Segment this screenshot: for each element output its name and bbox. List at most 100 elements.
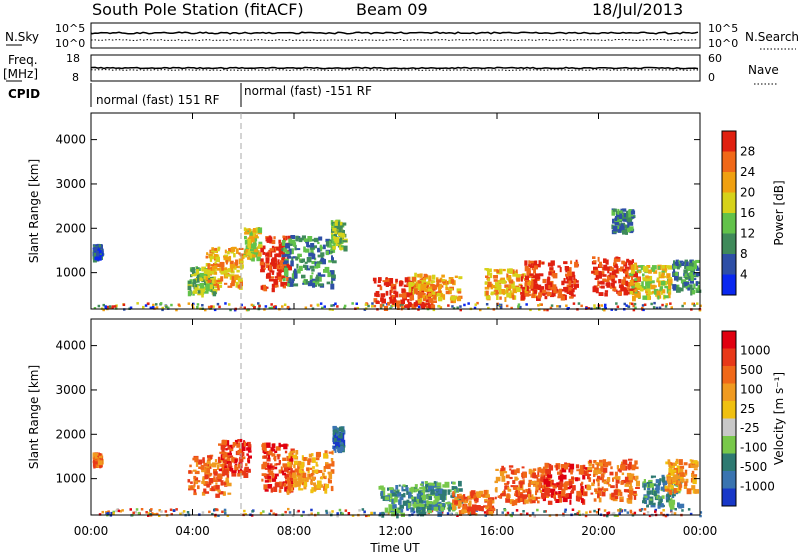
- range-cell: [403, 492, 406, 498]
- range-cell: [626, 282, 631, 288]
- range-cell: [614, 495, 619, 499]
- scatter-cell: [463, 303, 466, 307]
- range-cell: [491, 497, 495, 504]
- range-cell: [298, 479, 303, 483]
- scatter-cell: [283, 303, 287, 306]
- beam-label: Beam 09: [356, 0, 428, 19]
- velocity-colorbar-tick-label: 1000: [740, 343, 771, 357]
- scatter-cell: [151, 306, 155, 309]
- range-cell: [413, 284, 416, 288]
- range-cell: [470, 509, 476, 515]
- range-cell: [604, 292, 608, 297]
- range-cell: [625, 274, 628, 277]
- range-cell: [232, 442, 237, 446]
- range-cell: [438, 286, 441, 291]
- range-cell: [297, 462, 300, 467]
- range-cell: [199, 278, 204, 282]
- range-cell: [616, 476, 621, 480]
- range-cell: [226, 480, 229, 486]
- range-cell: [445, 280, 450, 285]
- range-cell: [209, 284, 213, 290]
- range-cell: [479, 506, 484, 512]
- range-cell: [631, 285, 635, 289]
- range-cell: [679, 465, 685, 469]
- range-cell: [318, 283, 324, 287]
- range-cell: [582, 474, 586, 480]
- scatter-cell: [536, 508, 539, 512]
- range-cell: [501, 475, 506, 482]
- range-cell: [267, 455, 270, 460]
- range-cell: [510, 485, 515, 488]
- range-cell: [431, 280, 436, 283]
- range-cell: [243, 227, 247, 231]
- range-cell: [546, 480, 551, 487]
- range-cell: [669, 489, 672, 495]
- power-colorbar-tick-label: 4: [740, 268, 748, 282]
- range-cell: [676, 465, 680, 470]
- range-cell: [683, 462, 688, 466]
- range-cell: [385, 290, 389, 296]
- range-cell: [580, 498, 584, 504]
- range-cell: [585, 468, 589, 475]
- range-cell: [308, 238, 311, 242]
- range-cell: [295, 248, 301, 251]
- scatter-cell: [116, 508, 119, 511]
- range-cell: [652, 483, 657, 487]
- range-cell: [311, 473, 314, 477]
- range-cell: [418, 511, 422, 516]
- range-cell: [445, 502, 451, 505]
- range-cell: [493, 269, 498, 272]
- range-cell: [661, 476, 666, 483]
- range-cell: [625, 230, 628, 235]
- range-cell: [302, 478, 305, 482]
- range-cell: [552, 292, 556, 297]
- range-cell: [545, 487, 549, 494]
- range-cell: [291, 248, 294, 255]
- range-cell: [631, 293, 636, 296]
- range-cell: [650, 267, 655, 272]
- range-cell: [229, 466, 232, 471]
- range-cell: [230, 247, 236, 252]
- range-cell: [694, 489, 699, 494]
- scatter-cell: [371, 302, 374, 305]
- range-cell: [681, 279, 687, 283]
- range-cell: [229, 449, 232, 454]
- range-cell: [237, 465, 242, 469]
- range-cell: [484, 499, 489, 502]
- range-cell: [211, 247, 214, 253]
- range-cell: [587, 470, 593, 473]
- x-tick-label: 08:00: [277, 524, 312, 538]
- range-cell: [684, 481, 688, 486]
- range-cell: [205, 255, 208, 259]
- range-cell: [271, 270, 275, 275]
- scatter-cell: [517, 307, 520, 310]
- scatter-cell: [606, 514, 609, 518]
- range-cell: [669, 504, 675, 510]
- range-cell: [222, 459, 228, 463]
- range-cell: [288, 248, 292, 255]
- range-cell: [527, 267, 531, 273]
- range-cell: [670, 464, 676, 469]
- range-cell: [211, 486, 216, 492]
- scatter-cell: [104, 306, 108, 309]
- range-cell: [434, 501, 438, 507]
- range-cell: [610, 275, 616, 281]
- range-cell: [554, 484, 558, 487]
- range-cell: [295, 256, 299, 261]
- range-cell: [323, 453, 328, 459]
- scatter-cell: [669, 302, 672, 305]
- range-cell: [281, 254, 286, 258]
- range-cell: [692, 275, 696, 278]
- range-cell: [413, 499, 417, 506]
- range-cell: [448, 503, 451, 509]
- range-cell: [328, 241, 332, 246]
- range-cell: [331, 461, 335, 467]
- range-cell: [303, 246, 306, 253]
- range-cell: [614, 471, 618, 476]
- range-cell: [646, 265, 651, 269]
- range-cell: [306, 467, 310, 472]
- range-cell: [684, 277, 690, 280]
- range-cell: [230, 266, 234, 272]
- range-cell: [560, 464, 565, 470]
- range-cell: [653, 285, 657, 288]
